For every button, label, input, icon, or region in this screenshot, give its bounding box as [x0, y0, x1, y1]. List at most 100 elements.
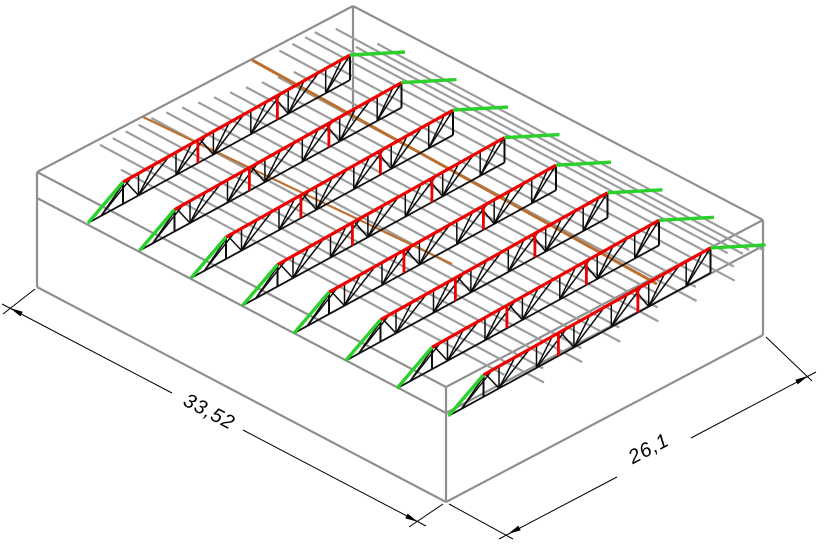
dimension-extension-line: [408, 503, 444, 528]
truss-top-chord: [173, 81, 403, 211]
truss-web-diagonal: [325, 59, 343, 94]
truss-end-diagonal: [189, 235, 228, 280]
truss-outrigger: [401, 77, 457, 85]
truss-web-diagonal: [484, 373, 500, 389]
truss-web-diagonal: [250, 166, 266, 183]
truss-web-diagonal: [610, 294, 628, 328]
truss-web-diagonal: [582, 192, 609, 232]
truss-bottom-chord: [293, 189, 557, 334]
truss-web-diagonal: [446, 329, 465, 362]
truss-bottom-chord: [190, 134, 454, 279]
building-edge: [36, 171, 447, 388]
truss-web-diagonal: [634, 224, 652, 259]
truss-web-diagonal: [292, 246, 310, 279]
purlin: [376, 42, 765, 252]
truss-outrigger: [504, 132, 560, 140]
truss-web-diagonal: [367, 204, 385, 238]
truss-top-chord: [328, 163, 557, 294]
truss-web-diagonal: [175, 143, 193, 176]
dimension-line: [1, 303, 173, 394]
truss-web-diagonal: [264, 141, 297, 183]
truss-web-diagonal: [596, 245, 614, 280]
truss-bottom-chord: [345, 217, 608, 362]
building-edge: [36, 197, 447, 414]
truss-web-diagonal: [507, 239, 525, 273]
truss-web-diagonal: [634, 219, 660, 260]
truss-web-diagonal: [493, 190, 511, 225]
truss-web-diagonal: [390, 127, 423, 170]
truss-outrigger: [555, 160, 612, 167]
truss-web-diagonal: [428, 109, 454, 149]
truss-web-diagonal: [498, 348, 531, 389]
truss-outrigger: [607, 188, 663, 195]
truss-end-diagonal: [138, 208, 176, 252]
truss-web-diagonal: [240, 219, 259, 251]
purlin: [335, 27, 750, 251]
building-edge: [36, 286, 447, 503]
truss-web-diagonal: [685, 252, 703, 287]
truss-web-diagonal: [226, 170, 244, 203]
truss-web-diagonal: [175, 207, 191, 224]
truss-web-diagonal: [395, 301, 413, 334]
truss-web-diagonal: [432, 280, 450, 314]
truss-web-diagonal: [428, 114, 446, 149]
purlin: [314, 31, 729, 255]
truss-web-diagonal: [199, 138, 214, 156]
truss-web-diagonal: [418, 232, 436, 266]
truss-web-diagonal: [582, 197, 600, 232]
truss-web-diagonal: [521, 287, 539, 321]
truss-top-chord: [276, 136, 506, 266]
truss-web-diagonal: [559, 266, 577, 300]
truss-outrigger: [658, 215, 715, 222]
truss-web-diagonal: [227, 235, 243, 252]
truss-web-diagonal: [442, 162, 460, 197]
truss-web-diagonal: [404, 183, 422, 218]
dimension-line: [242, 429, 427, 527]
truss-web-diagonal: [573, 315, 591, 348]
purlin: [125, 130, 543, 356]
truss-outrigger: [452, 105, 509, 112]
truss-web-diagonal: [264, 149, 282, 183]
truss-web-diagonal: [329, 225, 347, 258]
truss-web-diagonal: [212, 113, 245, 156]
dimension-arrow: [508, 525, 521, 534]
truss-web-diagonal: [250, 101, 268, 135]
truss-web-diagonal: [381, 318, 397, 334]
truss-web-diagonal: [484, 308, 502, 341]
truss-outrigger: [349, 50, 406, 57]
dimension-extension-line: [448, 503, 514, 540]
truss-web-diagonal: [287, 80, 305, 115]
purlin: [293, 70, 697, 288]
purlin: [213, 96, 620, 315]
truss-web-diagonal: [287, 71, 320, 115]
truss-web-diagonal: [508, 303, 523, 321]
truss-web-diagonal: [479, 142, 497, 177]
truss-web-diagonal: [648, 264, 681, 308]
truss-web-diagonal: [381, 253, 399, 286]
truss-web-diagonal: [573, 306, 606, 348]
truss-bottom-chord: [448, 272, 711, 417]
truss-web-diagonal: [343, 265, 376, 307]
truss-web-diagonal: [137, 155, 170, 196]
truss-web-diagonal: [456, 276, 472, 293]
truss-web-diagonal: [278, 198, 296, 231]
truss-top-chord: [482, 246, 712, 377]
truss-web-diagonal: [240, 210, 273, 251]
truss-web-diagonal: [212, 122, 230, 155]
truss-web-diagonal: [479, 137, 506, 177]
truss-bottom-chord: [139, 106, 402, 252]
truss-web-diagonal: [531, 169, 549, 204]
truss-web-diagonal: [545, 218, 563, 252]
truss-web-diagonal: [302, 193, 317, 211]
truss-web-diagonal: [353, 221, 369, 238]
truss-web-diagonal: [648, 273, 666, 307]
truss-web-diagonal: [367, 196, 400, 238]
purlin: [165, 111, 582, 336]
trusses-group: [86, 50, 766, 418]
truss-web-diagonal: [301, 128, 319, 163]
truss-web-diagonal: [376, 82, 403, 122]
truss-web-diagonal: [493, 182, 526, 225]
truss-end-diagonal: [395, 346, 434, 390]
